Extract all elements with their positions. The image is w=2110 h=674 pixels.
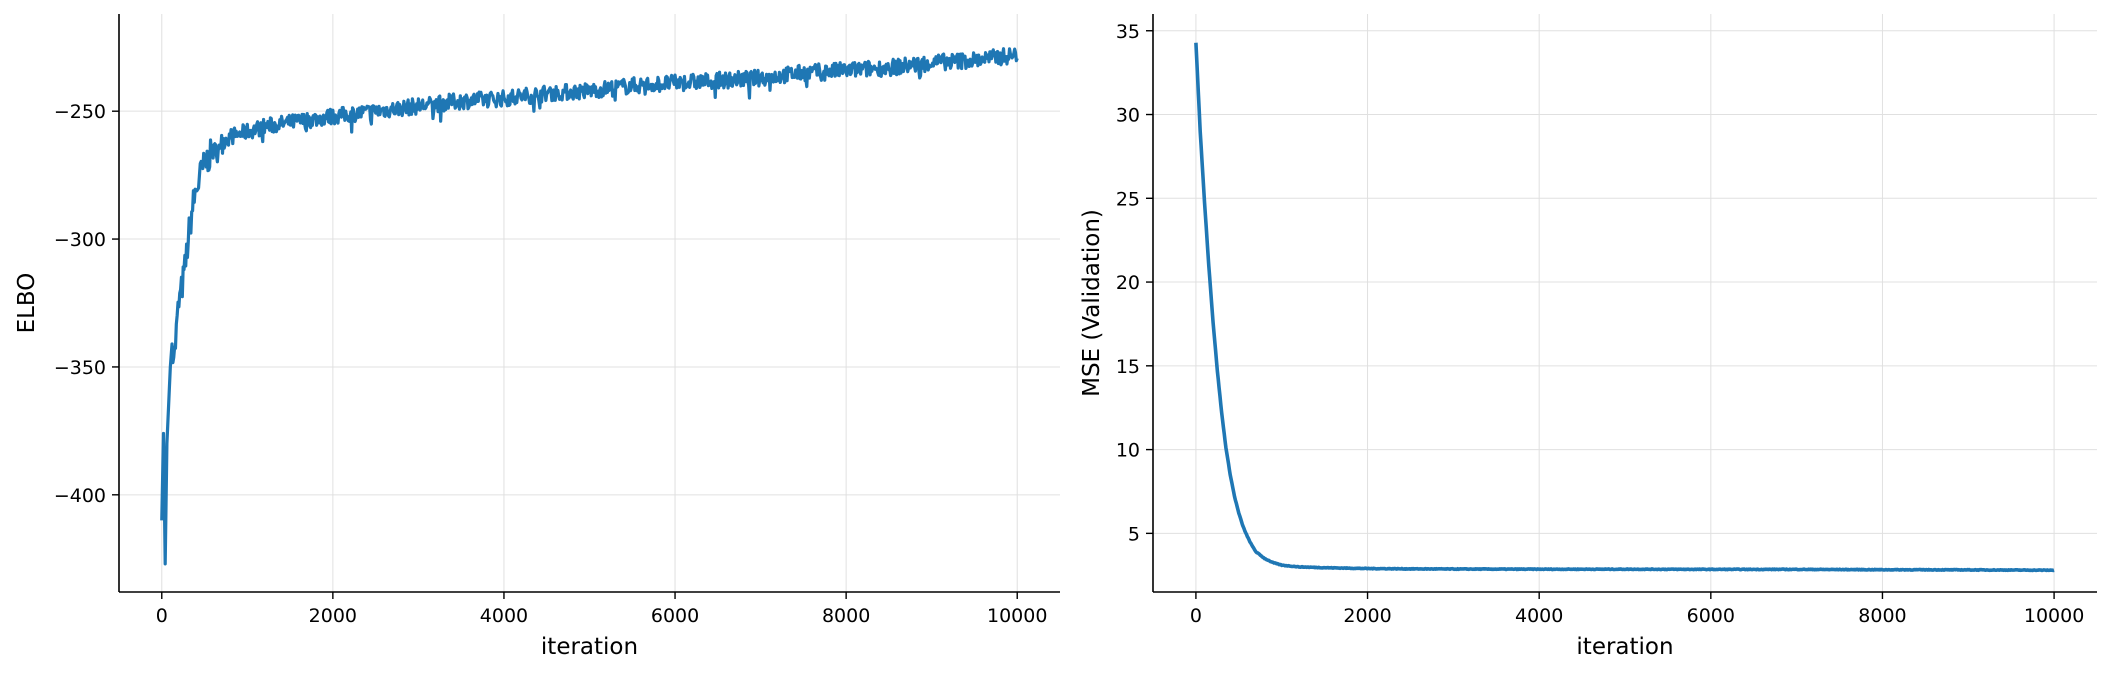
y-tick-label: 35 (1116, 21, 1140, 43)
y-tick-label: 20 (1116, 272, 1140, 294)
y-tick-label: 10 (1116, 440, 1140, 462)
x-tick-label: 0 (1190, 605, 1202, 627)
series-line (160, 47, 1019, 566)
y-tick-label: −400 (54, 485, 106, 507)
chart-panel-2: 0 2000 4000 6000 8000 10000 5 10 15 20 25 30 35 itera… (1079, 14, 2097, 660)
y-tick-label: −250 (54, 101, 106, 123)
y-tick-label: 30 (1116, 105, 1140, 127)
x-tick-label: 6000 (651, 605, 699, 627)
chart-panel-1: 0 2000 4000 6000 8000 10000 −400 −350 −300 −250 it… (14, 14, 1060, 660)
y-axis-label: ELBO (14, 273, 40, 334)
series-line (1194, 42, 2056, 573)
x-tick-label: 4000 (1515, 605, 1563, 627)
x-tick-label: 6000 (1687, 605, 1735, 627)
y-tick-label: 25 (1116, 188, 1140, 210)
y-tick-label: −350 (54, 357, 106, 379)
x-tick-label: 8000 (822, 605, 870, 627)
x-tick-label: 2000 (309, 605, 357, 627)
x-tick-label: 10000 (987, 605, 1047, 627)
y-tick-label: −300 (54, 229, 106, 251)
x-tick-label: 4000 (480, 605, 528, 627)
x-tick-label: 0 (156, 605, 168, 627)
y-tick-label: 15 (1116, 356, 1140, 378)
x-tick-label: 10000 (2024, 605, 2084, 627)
x-axis-label: iteration (541, 634, 638, 660)
y-tick-label: 5 (1128, 523, 1140, 545)
y-axis-label: MSE (Validation) (1079, 209, 1105, 397)
x-axis-label: iteration (1576, 634, 1673, 660)
x-tick-label: 8000 (1858, 605, 1906, 627)
x-tick-label: 2000 (1343, 605, 1391, 627)
